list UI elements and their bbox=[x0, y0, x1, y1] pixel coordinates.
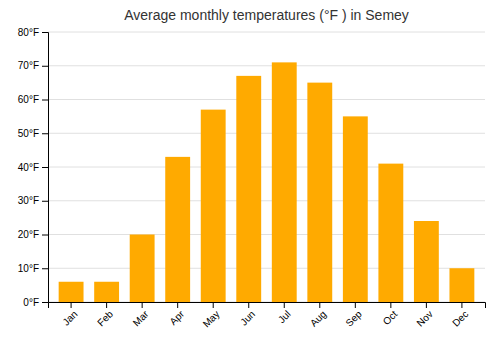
tick-label: Dec bbox=[450, 308, 470, 328]
bar bbox=[343, 116, 368, 302]
bar bbox=[272, 62, 297, 302]
grid-line bbox=[48, 99, 485, 100]
grid-line bbox=[48, 167, 485, 168]
bar bbox=[94, 282, 119, 302]
tick-label: Feb bbox=[95, 308, 115, 328]
tick-mark bbox=[42, 66, 48, 67]
tick: Mar bbox=[131, 302, 151, 328]
tick-label: Mar bbox=[131, 308, 151, 328]
tick-label: Jul bbox=[276, 308, 293, 325]
tick-mark bbox=[213, 302, 214, 308]
tick-mark bbox=[42, 302, 48, 303]
tick-mark bbox=[426, 302, 427, 308]
tick: 0°F bbox=[23, 297, 48, 308]
tick-mark bbox=[284, 302, 285, 308]
grid-line bbox=[48, 32, 485, 33]
tick-mark bbox=[42, 167, 48, 168]
bar bbox=[130, 235, 155, 303]
tick-label: 0°F bbox=[23, 297, 39, 308]
tick: Nov bbox=[415, 302, 435, 329]
tick-mark bbox=[42, 268, 48, 269]
bar bbox=[236, 76, 261, 302]
tick: 50°F bbox=[18, 128, 48, 139]
y-axis: 0°F 10°F 20°F 30°F 40°F 50°F 60°F 70°F 80°F bbox=[18, 27, 49, 308]
grid-line bbox=[48, 133, 485, 134]
tick-mark bbox=[42, 32, 48, 33]
tick-mark bbox=[42, 133, 48, 134]
bar bbox=[449, 268, 474, 302]
bar bbox=[414, 221, 439, 302]
tick-label: 30°F bbox=[18, 195, 39, 206]
grid bbox=[48, 32, 485, 302]
tick-label: 40°F bbox=[18, 162, 39, 173]
tick: 40°F bbox=[18, 162, 48, 173]
tick: Jul bbox=[276, 302, 293, 325]
tick-mark bbox=[461, 302, 462, 308]
tick-label: Sep bbox=[343, 308, 364, 329]
tick: Feb bbox=[95, 302, 115, 328]
tick: 30°F bbox=[18, 195, 48, 206]
tick-label: Jan bbox=[60, 308, 79, 327]
tick-label: 20°F bbox=[18, 229, 39, 240]
tick-mark bbox=[177, 302, 178, 308]
tick: Oct bbox=[381, 302, 400, 327]
tick: 70°F bbox=[18, 60, 48, 71]
tick-label: Apr bbox=[167, 308, 186, 327]
title: Average monthly temperatures (°F ) in Se… bbox=[124, 7, 409, 23]
tick: May bbox=[201, 302, 222, 330]
tick: 20°F bbox=[18, 229, 48, 240]
grid-line bbox=[48, 65, 485, 66]
tick-label: 10°F bbox=[18, 263, 39, 274]
tick-mark bbox=[142, 302, 143, 308]
tick: Dec bbox=[450, 302, 470, 329]
tick-mark bbox=[42, 235, 48, 236]
tick: Sep bbox=[343, 302, 364, 329]
bar bbox=[165, 157, 190, 302]
tick-label: 50°F bbox=[18, 128, 39, 139]
tick-mark bbox=[71, 302, 72, 308]
chart: 0°F 10°F 20°F 30°F 40°F 50°F 60°F 70°F 80°F Jan Fe… bbox=[0, 0, 500, 350]
tick: 60°F bbox=[18, 94, 48, 105]
tick-mark bbox=[106, 302, 107, 308]
tick: Jun bbox=[238, 302, 257, 328]
tick-label: Oct bbox=[381, 308, 400, 327]
tick-label: Jun bbox=[238, 308, 257, 327]
axis-line bbox=[42, 33, 49, 303]
tick-mark bbox=[319, 302, 320, 308]
tick: 80°F bbox=[18, 27, 48, 38]
bars bbox=[59, 62, 475, 302]
tick-label: May bbox=[201, 308, 222, 329]
tick-label: 60°F bbox=[18, 94, 39, 105]
bar bbox=[307, 83, 332, 302]
x-axis: Jan Feb Mar Apr May Jun Jul Aug Sep Oct Nov Dec bbox=[49, 302, 486, 330]
tick-mark bbox=[42, 201, 48, 202]
bar bbox=[59, 282, 84, 302]
tick-label: Aug bbox=[308, 308, 328, 328]
tick-mark bbox=[42, 100, 48, 101]
tick-label: Nov bbox=[415, 308, 435, 328]
plot: 0°F 10°F 20°F 30°F 40°F 50°F 60°F 70°F 80°F Jan Fe… bbox=[18, 27, 486, 330]
tick-mark bbox=[248, 302, 249, 308]
tick-mark bbox=[355, 302, 356, 308]
tick: Jan bbox=[60, 302, 79, 328]
tick: Aug bbox=[308, 302, 328, 329]
tick: Apr bbox=[167, 302, 186, 327]
tick-mark bbox=[390, 302, 391, 308]
grid-line bbox=[48, 200, 485, 201]
tick: 10°F bbox=[18, 263, 48, 274]
axis-line bbox=[49, 303, 486, 309]
tick-label: 70°F bbox=[18, 60, 39, 71]
tick-label: 80°F bbox=[18, 27, 39, 38]
bar bbox=[201, 110, 226, 302]
bar bbox=[378, 164, 403, 302]
